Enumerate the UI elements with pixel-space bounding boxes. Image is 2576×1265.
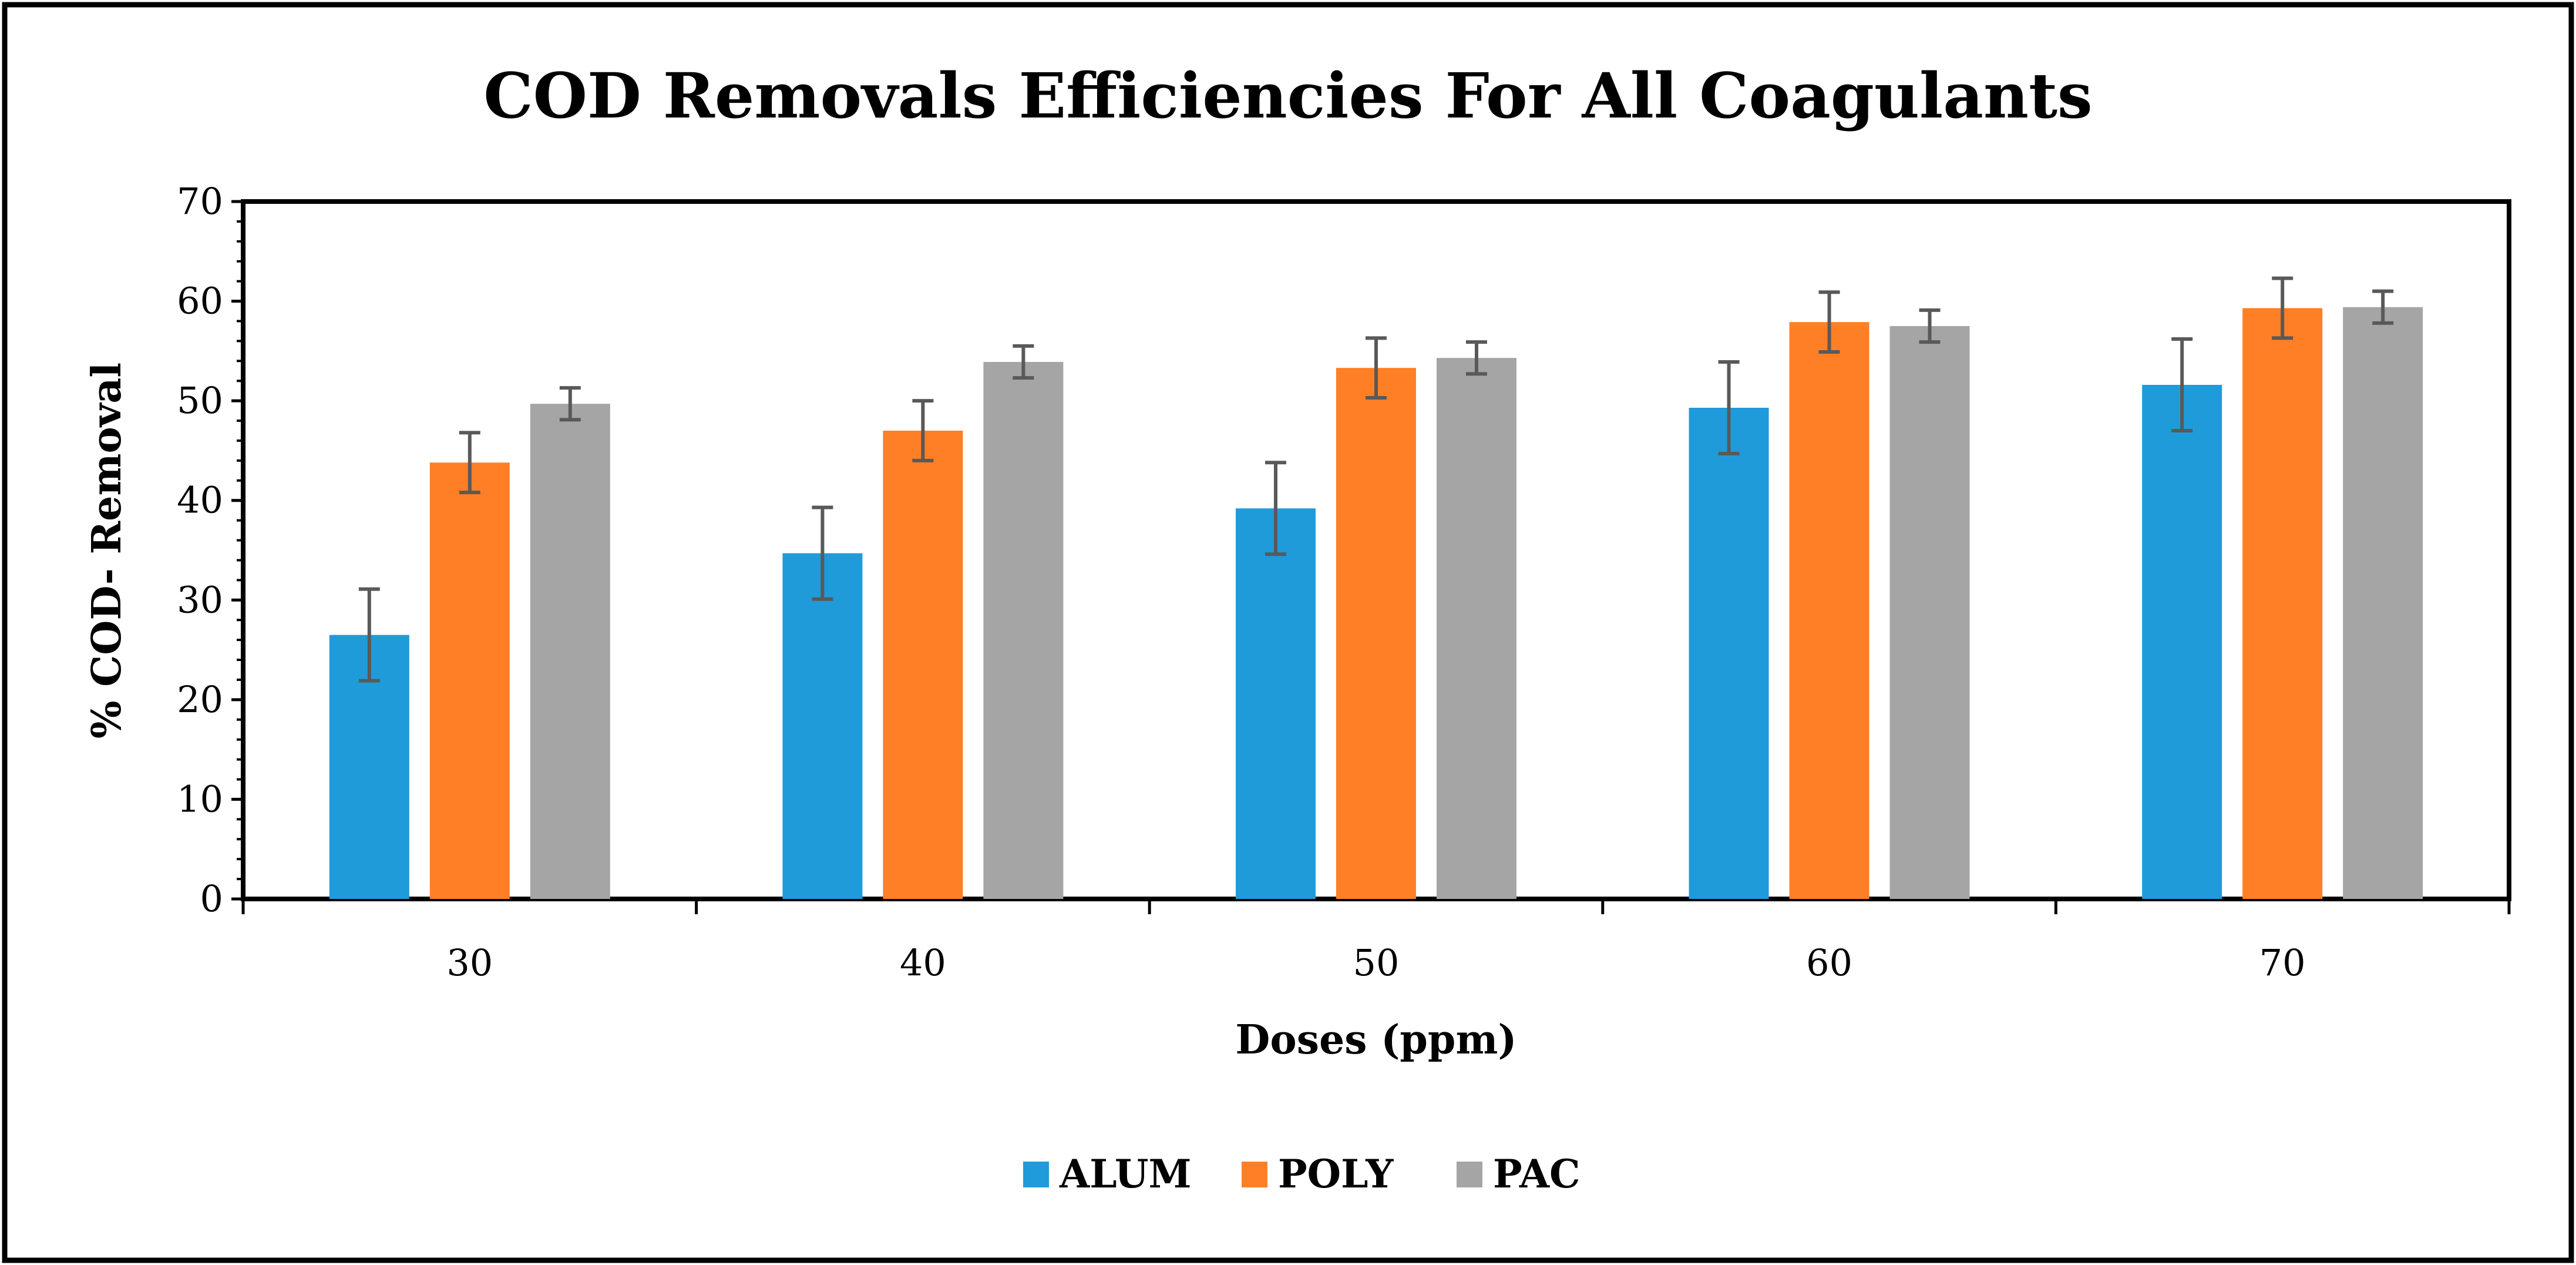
y-axis: 0 10 20 30 40 50 60 70	[177, 180, 243, 920]
x-axis: 30 40 50 60 70	[241, 899, 2511, 984]
error-bar-alum-70	[2171, 337, 2193, 433]
x-axis-title: Doses (ppm)	[1235, 1016, 1516, 1063]
x-tick-label: 60	[1806, 941, 1852, 984]
legend-item-alum: ALUM	[1023, 1151, 1192, 1197]
legend-swatch	[1242, 1162, 1267, 1187]
x-tick-label: 40	[900, 941, 946, 984]
error-bar-poly-40	[912, 399, 934, 462]
bar-pac-70	[2343, 307, 2423, 899]
bar-pac-30	[530, 404, 610, 899]
error-bar-poly-70	[2272, 276, 2293, 340]
error-bar-alum-40	[812, 505, 833, 601]
bar-poly-30	[429, 462, 510, 899]
error-bar-pac-70	[2372, 289, 2394, 325]
y-tick-label: 10	[177, 777, 223, 820]
y-tick-label: 30	[177, 578, 223, 621]
legend-swatch	[1023, 1162, 1049, 1187]
plot-area: 0 10 20 30 40 50 60 70 30 40 50 60 70	[177, 180, 2511, 984]
bar-poly-40	[883, 431, 963, 899]
error-bar-pac-40	[1013, 344, 1034, 380]
error-bar-poly-30	[459, 431, 480, 495]
legend-swatch	[1457, 1162, 1482, 1187]
error-bar-alum-60	[1718, 360, 1740, 456]
bar-pac-50	[1437, 358, 1516, 899]
legend-item-pac: PAC	[1457, 1151, 1580, 1197]
chart-title: COD Removals Efficiencies For All Coagul…	[483, 59, 2092, 132]
bar-pac-60	[1889, 326, 1970, 899]
y-tick-label: 20	[177, 678, 223, 721]
error-bar-group	[358, 276, 2394, 683]
error-bar-pac-50	[1466, 340, 1487, 376]
y-tick-label: 70	[177, 180, 223, 223]
y-tick-label: 60	[177, 280, 223, 323]
y-tick-label: 50	[177, 379, 223, 422]
error-bar-poly-60	[1818, 290, 1840, 354]
error-bar-poly-50	[1366, 336, 1387, 400]
x-tick-label: 30	[446, 941, 493, 984]
legend-label: ALUM	[1059, 1151, 1192, 1197]
y-tick-label: 0	[200, 877, 223, 920]
bar-series-group	[329, 307, 2423, 899]
y-tick-label: 40	[177, 479, 223, 522]
error-bar-pac-60	[1919, 308, 1941, 344]
bar-alum-40	[782, 553, 863, 899]
bar-poly-60	[1789, 322, 1869, 899]
bar-alum-50	[1236, 508, 1316, 899]
legend-item-poly: POLY	[1242, 1151, 1394, 1197]
bar-pac-40	[983, 362, 1064, 899]
bar-poly-70	[2242, 308, 2323, 899]
legend: ALUM POLY PAC	[1023, 1151, 1580, 1197]
error-bar-pac-30	[559, 386, 581, 422]
bar-alum-60	[1689, 408, 1769, 899]
x-tick-label: 50	[1353, 941, 1400, 984]
legend-label: PAC	[1493, 1151, 1580, 1197]
bar-alum-70	[2142, 385, 2222, 899]
error-bar-alum-50	[1265, 461, 1286, 556]
x-tick-label: 70	[2259, 941, 2306, 984]
bar-poly-50	[1336, 368, 1416, 899]
legend-label: POLY	[1278, 1151, 1394, 1197]
y-axis-title: % COD- Removal	[83, 363, 130, 739]
error-bar-alum-30	[358, 587, 380, 683]
